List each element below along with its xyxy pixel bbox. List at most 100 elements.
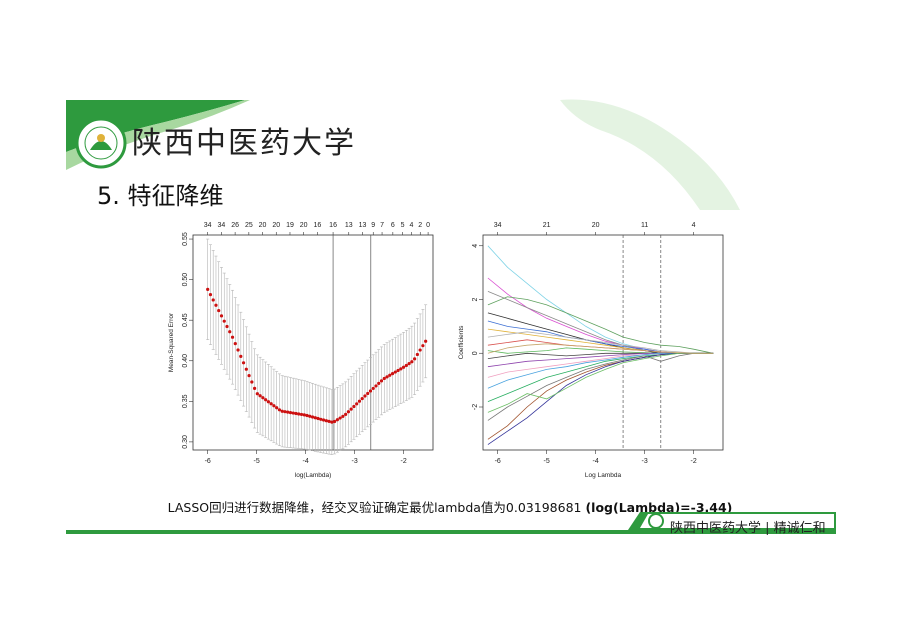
- cv-point: [244, 367, 248, 371]
- cv-point: [255, 392, 259, 396]
- cv-point: [313, 416, 317, 420]
- top-tick-label: 34: [494, 222, 502, 229]
- cv-point: [341, 414, 345, 418]
- top-tick-label: 16: [314, 222, 322, 229]
- coefficient-path: [487, 352, 714, 413]
- coefficient-path: [487, 352, 714, 421]
- cv-point: [407, 362, 411, 366]
- cv-point: [346, 410, 351, 414]
- cv-point: [338, 416, 342, 420]
- top-tick-label: 21: [543, 222, 551, 229]
- cv-point: [371, 386, 375, 391]
- cv-point: [393, 370, 397, 374]
- top-tick-label: 34: [204, 222, 212, 229]
- top-tick-label: 6: [391, 222, 395, 229]
- x-tick-label: -4: [593, 458, 599, 465]
- y-tick-label: 0.50: [182, 273, 189, 287]
- cv-point: [363, 394, 367, 398]
- top-tick-label: 11: [641, 222, 648, 229]
- cv-point: [288, 410, 293, 415]
- cv-point: [261, 396, 265, 400]
- cv-point: [357, 399, 362, 403]
- cv-point: [236, 348, 240, 352]
- cv-point: [228, 330, 232, 334]
- y-tick-label: 0.45: [182, 313, 189, 327]
- top-tick-label: 5: [401, 222, 405, 229]
- y-tick-label: 0: [472, 351, 479, 355]
- cv-point: [424, 339, 428, 343]
- cv-point: [360, 396, 364, 401]
- cv-point: [283, 410, 287, 414]
- cv-point: [280, 409, 284, 413]
- cv-point: [321, 418, 326, 422]
- cv-point: [399, 367, 403, 371]
- cv-point: [208, 293, 213, 297]
- top-tick-label: 20: [272, 222, 280, 229]
- cv-point: [390, 372, 395, 376]
- top-tick-label: 20: [300, 222, 308, 229]
- cv-point: [418, 348, 422, 352]
- x-tick-label: -2: [690, 458, 696, 465]
- x-tick-label: -3: [352, 458, 358, 465]
- coefficient-path-chart: -6 -5 -4 -3 -2 -2 0 2 4 34 21 20 11 4 Log Lambda Coeffi…: [458, 222, 724, 479]
- cv-point: [308, 414, 312, 418]
- slide-title: 5. 特征降维: [97, 182, 224, 210]
- cv-point: [330, 420, 334, 424]
- plot-frame: [482, 234, 724, 451]
- cv-point: [225, 324, 229, 329]
- top-tick-label: 9: [371, 222, 375, 229]
- cv-point: [368, 389, 373, 393]
- plot-frame: [192, 234, 434, 451]
- cv-point: [206, 287, 210, 291]
- footer-emblem-icon: [648, 513, 664, 529]
- x-axis-label: log(Lambda): [295, 472, 332, 479]
- cv-point: [415, 352, 419, 357]
- x-tick-label: -2: [400, 458, 406, 465]
- cv-point: [266, 400, 270, 404]
- y-axis-label: Coefficients: [458, 325, 465, 360]
- cv-point: [396, 368, 400, 373]
- y-tick-label: 4: [472, 244, 479, 248]
- top-tick-label: 2: [418, 222, 422, 229]
- cv-point: [335, 418, 339, 422]
- cv-point: [239, 354, 243, 359]
- cv-point: [421, 344, 425, 348]
- y-axis-label: Mean-Squared Error: [168, 312, 175, 372]
- top-tick-label: 20: [592, 222, 600, 229]
- top-tick-label: 34: [218, 222, 226, 229]
- cv-point: [241, 361, 246, 365]
- university-name: 陕西中医药大学: [132, 126, 356, 161]
- top-tick-label: 13: [359, 222, 367, 229]
- coefficient-path: [487, 331, 714, 354]
- cv-point: [379, 379, 384, 383]
- y-tick-label: 0.40: [182, 354, 189, 368]
- cv-point: [297, 412, 301, 416]
- cv-point: [316, 416, 320, 421]
- cv-point: [214, 303, 218, 307]
- x-tick-label: -6: [205, 458, 211, 465]
- cv-point: [230, 335, 235, 339]
- cv-point: [352, 404, 356, 409]
- footer-text: 陕西中医药大学 | 精诚仁和: [670, 521, 826, 536]
- cv-point: [310, 415, 315, 419]
- cv-point: [377, 381, 381, 386]
- cv-point: [252, 386, 257, 390]
- cv-point: [319, 417, 323, 421]
- cv-point: [211, 298, 215, 302]
- cv-point: [302, 413, 306, 417]
- top-tick-label: 26: [231, 222, 239, 229]
- top-tick-label: 4: [692, 222, 696, 229]
- x-tick-label: -3: [642, 458, 648, 465]
- cv-point: [247, 373, 251, 378]
- cv-point: [233, 342, 237, 346]
- cv-point: [264, 398, 268, 402]
- cv-point: [277, 408, 282, 412]
- y-tick-label: 0.55: [182, 232, 189, 246]
- cv-point: [355, 402, 359, 406]
- university-emblem-icon: [75, 117, 127, 169]
- top-tick-label: 25: [245, 222, 253, 229]
- cv-point: [413, 357, 417, 361]
- cv-point: [217, 308, 221, 313]
- cv-point: [272, 404, 276, 408]
